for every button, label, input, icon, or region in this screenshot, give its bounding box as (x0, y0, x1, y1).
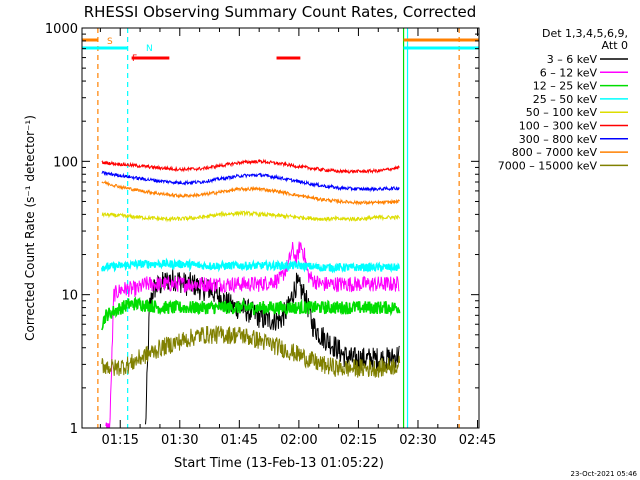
series-line-2 (101, 296, 401, 331)
y-tick-label-3: 1000 (45, 22, 78, 37)
flag-label-f: F (132, 54, 137, 64)
series-line-4 (101, 210, 401, 223)
legend-label-4: 50 – 100 keV (526, 106, 598, 119)
legend-label-6: 300 – 800 keV (519, 133, 598, 146)
plot-frame (81, 27, 480, 429)
chart-title: RHESSI Observing Summary Count Rates, Co… (84, 3, 477, 21)
legend-label-1: 6 – 12 keV (540, 66, 598, 79)
x-axis-label: Start Time (13-Feb-13 01:05:22) (174, 456, 384, 471)
legend-label-0: 3 – 6 keV (547, 53, 598, 66)
x-tick-label-5: 02:30 (399, 433, 436, 448)
legend-header-line-0: Det 1,3,4,5,6,9, (542, 27, 628, 40)
y-tick-label-0: 1 (70, 422, 78, 437)
plot-data-layer (82, 28, 479, 428)
y-tick-label-2: 100 (53, 155, 78, 170)
legend-label-8: 7000 – 15000 keV (498, 159, 598, 172)
legend-label-5: 100 – 300 keV (519, 120, 598, 133)
flag-label-s: S (107, 37, 113, 47)
axis-ticks: S NF 1 10 100 1000 01:15 01:30 01:45 02:00 02:15 02… (45, 22, 496, 448)
legend-header-line-1: Att 0 (602, 39, 628, 52)
series-line-6 (101, 170, 400, 193)
series-line-1 (105, 241, 400, 428)
legend-label-3: 25 – 50 keV (533, 93, 598, 106)
y-axis-label: Corrected Count Rate (s⁻¹ detector⁻¹) (23, 115, 37, 341)
x-tick-label-0: 01:15 (101, 433, 138, 448)
x-tick-label-4: 02:15 (340, 433, 377, 448)
flag-label-n: N (146, 44, 153, 54)
series-line-8 (101, 325, 401, 378)
series-line-7 (101, 180, 400, 206)
footer-timestamp: 23-Oct-2021 05:46 (571, 470, 638, 478)
x-tick-label-2: 01:45 (221, 433, 258, 448)
series-line-5 (101, 158, 400, 175)
y-tick-label-1: 10 (61, 289, 78, 304)
legend-label-7: 800 – 7000 keV (512, 146, 598, 159)
x-tick-label-6: 02:45 (459, 433, 496, 448)
x-tick-label-1: 01:30 (161, 433, 198, 448)
x-tick-label-3: 02:00 (280, 433, 317, 448)
series-line-3 (101, 257, 401, 274)
legend-label-2: 12 – 25 keV (533, 80, 598, 93)
